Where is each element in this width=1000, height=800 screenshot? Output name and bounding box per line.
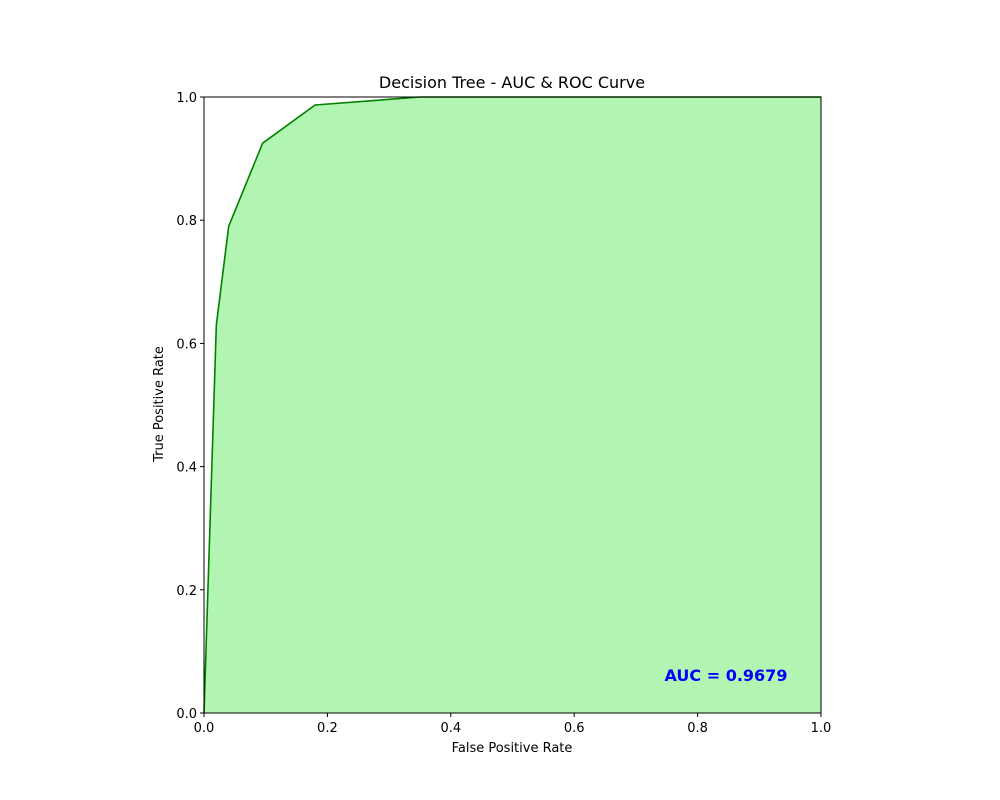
y-tick-label: 0.2 [176,584,197,599]
y-tick-label: 0.0 [176,707,197,722]
x-tick-label: 0.4 [440,721,461,736]
x-tick-label: 0.0 [194,721,215,736]
y-tick-label: 0.6 [176,337,197,352]
x-tick-label: 0.2 [317,721,338,736]
auc-annotation: AUC = 0.9679 [665,666,788,685]
y-axis-label: True Positive Rate [152,346,167,463]
plot-frame [203,96,822,714]
plot-area: 0.0 0.2 0.4 0.6 0.8 1.0 0.0 0.2 0.4 0.6 0.8 1.0 [176,91,831,736]
y-tick-label: 0.8 [176,214,197,229]
x-tick-label: 0.6 [564,721,585,736]
x-tick-label: 1.0 [811,721,832,736]
x-tick-label: 0.8 [687,721,708,736]
y-tick-label: 1.0 [176,91,197,106]
x-axis-label: False Positive Rate [452,741,573,756]
y-tick-label: 0.4 [176,461,197,476]
roc-area-fill [204,97,821,713]
chart-title: Decision Tree - AUC & ROC Curve [379,73,645,92]
